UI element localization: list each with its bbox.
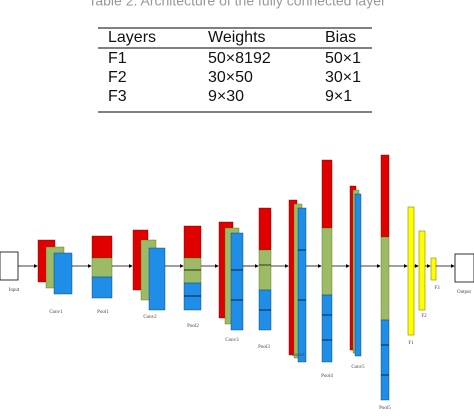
layer-label: F3 <box>434 286 440 291</box>
layer-label: Pool2 <box>187 324 199 329</box>
table-cell: F1 <box>108 50 127 67</box>
layer-label: Output <box>457 290 472 295</box>
table-header: Layers <box>108 29 156 46</box>
layer-label: Conv4 <box>291 353 305 358</box>
layer-label: Conv1 <box>49 310 63 315</box>
layer-label: F2 <box>421 314 427 319</box>
table-cell: F3 <box>108 88 127 105</box>
layer-label: Conv5 <box>351 365 365 370</box>
table-cell: F2 <box>108 69 127 86</box>
layer-label: Pool3 <box>258 345 270 350</box>
table-cell: 9×1 <box>325 88 352 105</box>
table: Layers Weights Bias F1 50×8192 50×1 F2 30×50 30×… <box>108 29 361 105</box>
caption: Table 2. Architecture of the fully conne… <box>88 0 386 9</box>
layer-label: Input <box>9 288 20 293</box>
table-cell: 50×1 <box>325 50 361 67</box>
layer-label: Pool5 <box>379 406 391 411</box>
table-header: Weights <box>208 29 266 46</box>
table-header: Bias <box>325 29 356 46</box>
diagram <box>0 154 474 401</box>
layer-label: Pool4 <box>321 374 333 379</box>
table-cell: 9×30 <box>208 88 244 105</box>
table-cell: 30×1 <box>325 69 361 86</box>
layer-label: Conv2 <box>143 315 157 320</box>
table-cell: 30×50 <box>208 69 253 86</box>
layer-label: F1 <box>408 341 414 346</box>
layer-label: Pool1 <box>97 310 109 315</box>
layer-label: Conv3 <box>225 338 239 343</box>
table-cell: 50×8192 <box>208 50 271 67</box>
